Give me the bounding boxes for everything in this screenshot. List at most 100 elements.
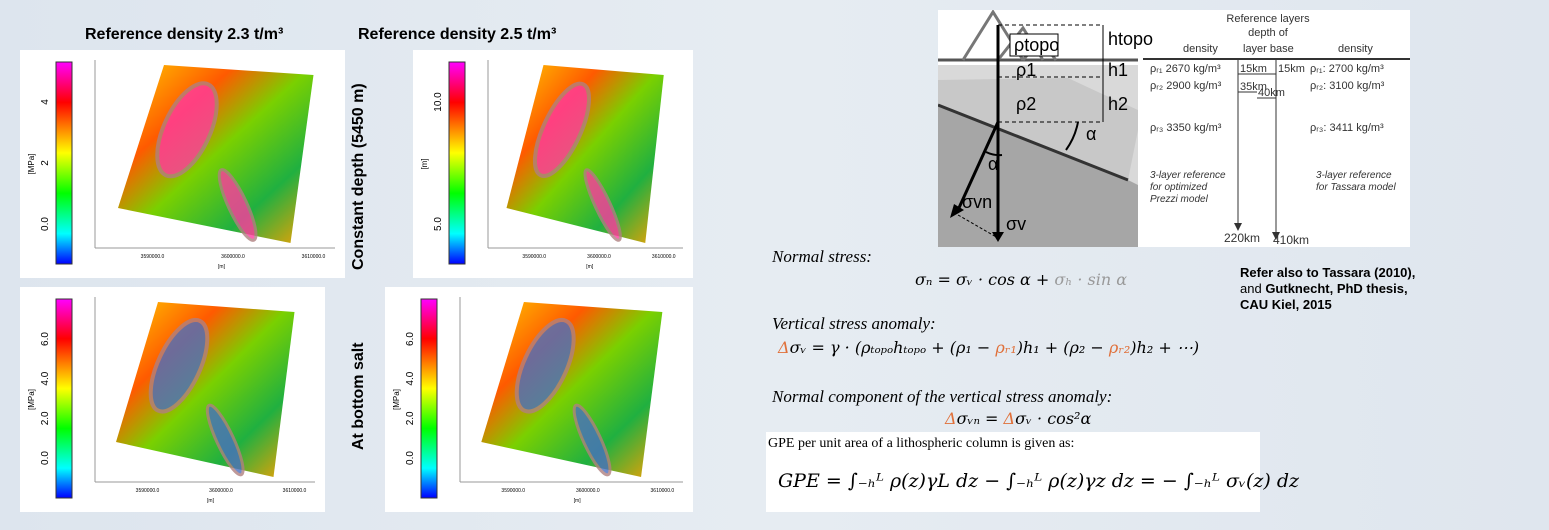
diagram-label: ρtopo (1014, 35, 1059, 55)
colorbar-unit: [MPa] (392, 389, 401, 410)
reference-diagram: ρtopo htopo ρ1 h1 ρ2 h2 α α σvn σv Refer… (938, 10, 1410, 247)
x-tick-label: 3610000.0 (652, 254, 676, 260)
diagram-label: htopo (1108, 29, 1153, 49)
table-cell: 15km (1278, 63, 1305, 75)
diagram-label: σv (1006, 214, 1026, 234)
equation-title: Normal component of the vertical stress … (772, 387, 1112, 407)
colorbar-unit: [MPa] (27, 154, 36, 175)
x-tick-label: 3600000.0 (576, 488, 600, 494)
x-axis-label: [m] (574, 498, 582, 504)
diagram-label: α (988, 154, 998, 174)
colorbar-unit: [MPa] (27, 389, 36, 410)
colorbar (421, 299, 437, 498)
colorbar-tick-label: 5.0 (433, 217, 444, 231)
x-tick-label: 3600000.0 (587, 254, 611, 260)
eq-part: σᵥ · cos²α (1015, 409, 1091, 428)
colorbar-tick-label: 2 (40, 160, 51, 166)
table-header: density (1338, 43, 1373, 55)
x-tick-label: 3590000.0 (501, 488, 525, 494)
x-axis-label: [m] (586, 264, 594, 270)
table-cell: ρᵣ₂ 2900 kg/m³ (1150, 80, 1222, 92)
eq-part: )h₂ + ⋯) (1130, 338, 1199, 357)
eq-part: σₙ = σᵥ · cos α + (915, 270, 1054, 289)
colorbar-tick-label: 2.0 (405, 411, 416, 425)
colorbar-tick-label: 10.0 (433, 92, 444, 112)
map-panel: 4 2 0.0 [MPa] 3590000.0 3600000.0 3610000.0 [m] (20, 50, 345, 278)
colorbar (449, 62, 465, 264)
table-cell: 40km (1258, 87, 1285, 99)
colorbar-tick-label: 4.0 (405, 371, 416, 385)
eq-part: )h₁ + (ρ₂ − (1017, 338, 1109, 357)
ref-line: Refer also to Tassara (2010), (1240, 265, 1415, 281)
x-axis-label: [m] (218, 264, 226, 270)
colorbar-tick-label: 0.0 (40, 451, 51, 465)
equation-title: Normal stress: (772, 247, 872, 267)
equation: σₙ = σᵥ · cos α + σₕ · sin α (915, 270, 1127, 289)
table-cell: ρᵣ₃: 3411 kg/m³ (1310, 122, 1384, 134)
table-title: depth of (1248, 27, 1289, 39)
table-title: Reference layers (1226, 13, 1310, 25)
gpe-intro: GPE per unit area of a lithospheric colu… (768, 436, 1074, 452)
row-label: Constant depth (5450 m) (350, 83, 368, 270)
table-cell: ρᵣ₁: 2700 kg/m³ (1310, 63, 1384, 75)
equation: Δσᵥₙ = Δσᵥ · cos²α (945, 409, 1091, 428)
colorbar-tick-label: 0.0 (40, 217, 51, 231)
table-cell: ρᵣ₁ 2670 kg/m³ (1150, 63, 1221, 75)
diagram-label: ρ1 (1016, 60, 1036, 80)
x-tick-label: 3590000.0 (141, 254, 165, 260)
x-tick-label: 3610000.0 (283, 488, 307, 494)
table-cell: ρᵣ₂: 3100 kg/m³ (1310, 80, 1385, 92)
eq-part: σᵥₙ = (957, 409, 1004, 428)
ref-part: and (1240, 281, 1265, 296)
diagram-label: ρ2 (1016, 94, 1036, 114)
row-label: At bottom salt (350, 342, 368, 450)
colorbar-tick-label: 0.0 (405, 451, 416, 465)
table-cell: 410km (1273, 233, 1309, 247)
gpe-box: GPE per unit area of a lithospheric colu… (766, 432, 1260, 512)
colorbar-tick-label: 4 (40, 99, 51, 105)
ref-line: CAU Kiel, 2015 (1240, 297, 1415, 313)
eq-part: Δ (1004, 409, 1016, 428)
ref-part: Gutknecht, PhD thesis, (1265, 281, 1407, 296)
colorbar-tick-label: 6.0 (40, 332, 51, 346)
x-tick-label: 3600000.0 (221, 254, 245, 260)
colorbar-unit: [m] (420, 158, 429, 169)
table-note: 3-layer reference (1316, 170, 1392, 181)
colorbar-tick-label: 2.0 (40, 411, 51, 425)
colorbar (56, 299, 72, 498)
x-tick-label: 3600000.0 (209, 488, 233, 494)
x-tick-label: 3610000.0 (651, 488, 675, 494)
eq-part: ρᵣ₂ (1109, 338, 1130, 357)
equation: Δσᵥ = γ · (ρₜₒₚₒhₜₒₚₒ + (ρ₁ − ρᵣ₁)h₁ + (… (778, 338, 1199, 357)
x-tick-label: 3610000.0 (302, 254, 326, 260)
table-note: for optimized (1150, 182, 1208, 193)
equation-title: Vertical stress anomaly: (772, 314, 936, 334)
table-cell: ρᵣ₃ 3350 kg/m³ (1150, 122, 1222, 134)
eq-part: Δ (945, 409, 957, 428)
colorbar (56, 62, 72, 264)
map-panel: 6.0 4.0 2.0 0.0 [MPa] 3590000.0 3600000.0 36100… (20, 287, 325, 512)
diagram-label: h2 (1108, 94, 1128, 114)
x-axis-label: [m] (207, 498, 215, 504)
colorbar-tick-label: 6.0 (405, 332, 416, 346)
eq-part: σₕ · sin α (1054, 270, 1127, 289)
eq-part: σᵥ = γ · (ρₜₒₚₒhₜₒₚₒ + (ρ₁ − (790, 338, 996, 357)
diagram-label: α (1086, 124, 1096, 144)
diagram-label: σvn (962, 192, 992, 212)
x-tick-label: 3590000.0 (136, 488, 160, 494)
diagram-label: h1 (1108, 60, 1128, 80)
slide: Reference density 2.3 t/m³ Reference den… (0, 0, 1549, 530)
column-header: Reference density 2.3 t/m³ (85, 26, 283, 44)
table-note: for Tassara model (1316, 182, 1396, 193)
table-note: Prezzi model (1150, 194, 1209, 205)
table-header: layer base (1243, 43, 1294, 55)
colorbar-tick-label: 4.0 (40, 371, 51, 385)
table-cell: 15km (1240, 63, 1267, 75)
reference: Refer also to Tassara (2010),and Gutknec… (1240, 265, 1415, 313)
column-header: Reference density 2.5 t/m³ (358, 26, 556, 44)
table-header: density (1183, 43, 1218, 55)
table-note: 3-layer reference (1150, 170, 1226, 181)
eq-part: ρᵣ₁ (995, 338, 1016, 357)
gpe-formula: GPE = ∫₋ₕᴸ ρ(z)γL dz − ∫₋ₕᴸ ρ(z)γz dz = … (778, 470, 1299, 492)
